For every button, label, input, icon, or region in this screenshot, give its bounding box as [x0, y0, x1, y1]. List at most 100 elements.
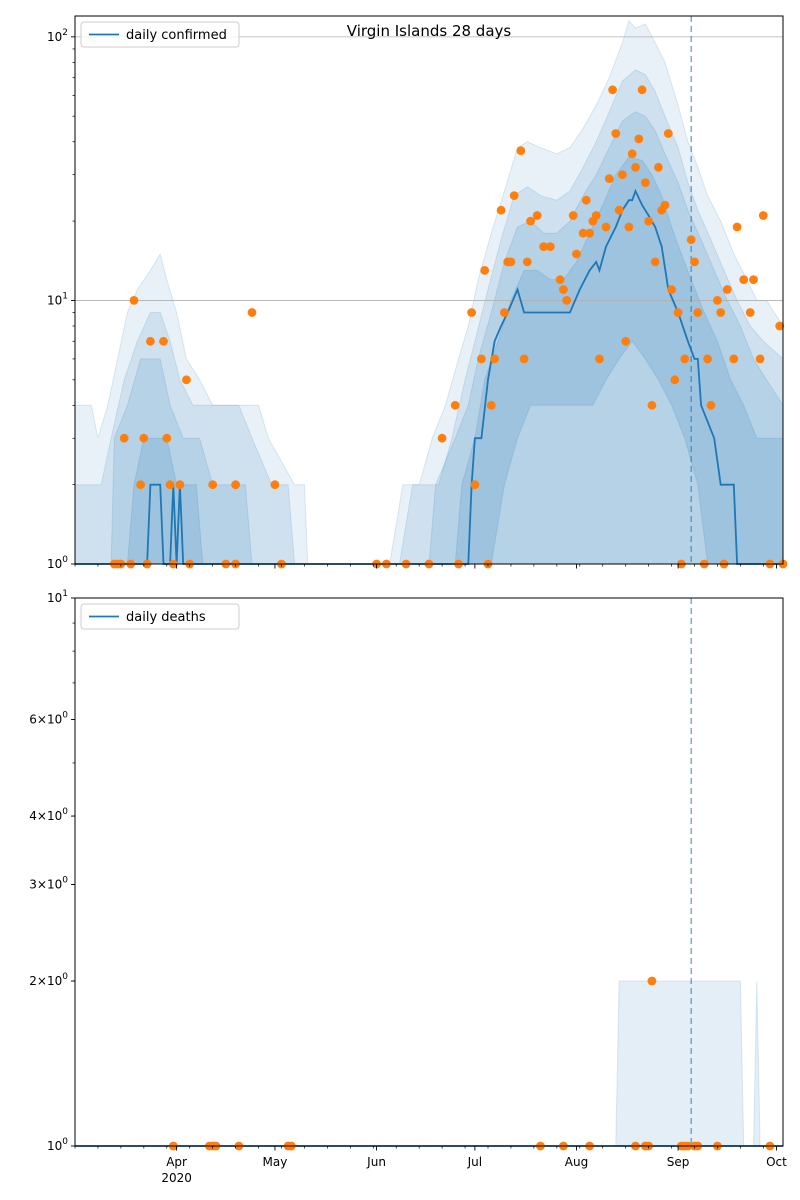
- data-point-17: [208, 480, 218, 490]
- data-point-93: [716, 308, 726, 317]
- legend-label: daily confirmed: [126, 28, 227, 43]
- data-point-79: [660, 200, 670, 210]
- data-point-60: [595, 354, 604, 364]
- data-point-73: [640, 178, 650, 188]
- data-point-55: [578, 228, 588, 238]
- data-point-45: [522, 257, 532, 267]
- x-tick-label-2: Jun: [366, 1155, 386, 1169]
- data-point-66: [618, 170, 627, 180]
- chart-title: Virgin Islands 28 days: [347, 22, 512, 40]
- data-point-87: [690, 257, 699, 267]
- data-point-21: [247, 308, 257, 317]
- data-point-9: [146, 336, 155, 346]
- x-tick-label-0: Apr: [166, 1155, 187, 1169]
- data-point-63: [608, 85, 617, 95]
- data-point-39: [500, 308, 509, 317]
- data-point-102: [758, 211, 768, 220]
- data-point-59: [591, 211, 601, 220]
- data-point-97: [732, 222, 742, 232]
- data-point-86: [686, 235, 696, 245]
- data-point-10: [159, 336, 168, 346]
- data-point-22: [270, 480, 280, 490]
- data-point-75: [647, 400, 657, 410]
- data-point-49: [545, 242, 555, 252]
- data-point-5: [129, 296, 139, 305]
- data-point-81: [667, 285, 676, 294]
- data-point-69: [627, 149, 637, 159]
- axes-frame: [74, 597, 784, 1147]
- data-point-51: [559, 285, 568, 294]
- confirmed-panel: 100 101 102 Virgin Islands 28 days daily con…: [47, 15, 788, 571]
- x-tick-label-6: Oct: [766, 1155, 787, 1169]
- data-point-38: [496, 205, 506, 215]
- y-tick-label-5: 101: [47, 589, 68, 605]
- data-point-52: [562, 296, 572, 305]
- data-point-50: [555, 275, 565, 284]
- data-point-12: [165, 480, 175, 490]
- data-point-47: [532, 211, 542, 220]
- x-tick-year-label: 2020: [161, 1171, 192, 1185]
- data-point-77: [654, 162, 663, 172]
- data-point-95: [722, 285, 732, 294]
- data-point-41: [506, 257, 516, 267]
- data-point-34: [480, 266, 490, 275]
- data-point-13: [647, 976, 657, 986]
- data-point-32: [470, 480, 480, 490]
- data-point-74: [644, 216, 653, 226]
- data-point-70: [631, 162, 640, 172]
- data-point-88: [693, 308, 703, 317]
- data-point-92: [713, 296, 722, 305]
- data-point-46: [526, 216, 535, 226]
- series-line-daily-confirmed: [75, 188, 783, 565]
- data-point-56: [581, 195, 591, 205]
- data-point-101: [755, 354, 765, 364]
- legend-box: [80, 603, 240, 630]
- legend-box: [80, 21, 240, 48]
- data-point-90: [703, 354, 712, 364]
- uncertainty-band-0: [74, 19, 784, 565]
- x-tick-label-3: Jul: [467, 1155, 482, 1169]
- y-tick-label-4: 6×100: [29, 711, 68, 727]
- data-point-53: [568, 211, 578, 220]
- data-point-33: [477, 354, 486, 364]
- y-tick-label-2: 102: [47, 28, 68, 44]
- data-point-57: [585, 228, 594, 238]
- x-tick-label-5: Sep: [667, 1155, 690, 1169]
- uncertainty-band-1: [74, 69, 784, 565]
- data-point-54: [572, 249, 581, 259]
- data-point-96: [729, 354, 739, 364]
- y-tick-label-0: 100: [47, 1137, 68, 1153]
- y-tick-label-2: 3×100: [29, 876, 68, 892]
- data-point-71: [634, 134, 644, 144]
- data-point-67: [621, 336, 631, 346]
- legend-label: daily deaths: [126, 610, 206, 625]
- uncertainty-band-0: [615, 980, 761, 1147]
- data-point-14: [175, 480, 185, 490]
- data-point-100: [749, 275, 758, 284]
- uncertainty-band-2: [110, 111, 784, 565]
- data-point-61: [601, 222, 611, 232]
- data-point-83: [673, 308, 683, 317]
- data-point-15: [182, 375, 191, 385]
- data-point-65: [614, 205, 624, 215]
- data-point-98: [739, 275, 749, 284]
- y-tick-label-1: 2×100: [29, 972, 68, 988]
- data-point-11: [162, 433, 172, 443]
- data-point-37: [490, 354, 499, 364]
- y-tick-label-1: 101: [47, 291, 68, 307]
- data-point-28: [437, 433, 447, 443]
- data-point-43: [516, 146, 526, 156]
- data-point-104: [775, 321, 785, 331]
- data-point-48: [539, 242, 549, 252]
- deaths-panel: 100 2×100 3×100 4×100 6×100 101 Apr 2020 May Jun J…: [29, 589, 787, 1185]
- data-point-62: [604, 174, 614, 184]
- x-tick-label-4: Aug: [565, 1155, 588, 1169]
- data-point-31: [467, 308, 476, 317]
- data-point-42: [509, 191, 519, 201]
- data-point-44: [519, 354, 529, 364]
- data-point-85: [680, 354, 690, 364]
- data-point-82: [670, 375, 680, 385]
- data-point-7: [139, 433, 149, 443]
- data-point-91: [706, 400, 716, 410]
